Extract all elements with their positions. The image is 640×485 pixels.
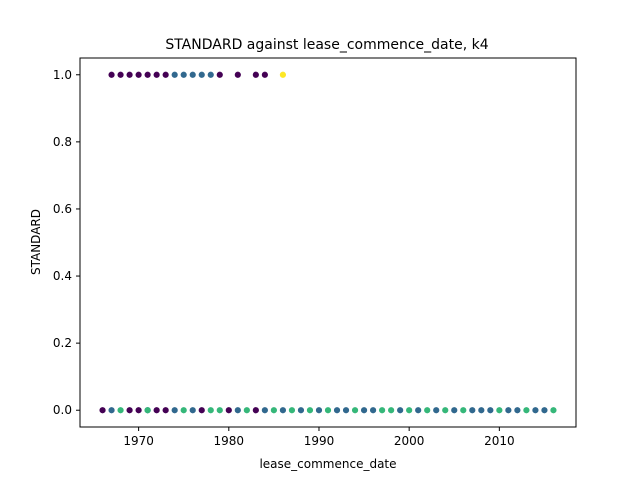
data-point — [189, 71, 196, 78]
points-layer — [99, 71, 557, 414]
y-axis: 0.0 0.2 0.4 0.6 0.8 1.0 — [53, 68, 80, 417]
data-point — [379, 407, 386, 414]
data-point — [117, 71, 124, 78]
data-point — [180, 407, 187, 414]
data-point — [216, 71, 223, 78]
x-tick-label: 1970 — [123, 434, 154, 448]
data-point — [234, 407, 241, 414]
data-point — [261, 407, 268, 414]
data-point — [198, 71, 205, 78]
data-point — [216, 407, 223, 414]
data-point — [469, 407, 476, 414]
data-point — [153, 407, 160, 414]
y-tick-label: 0.6 — [53, 202, 72, 216]
data-point — [126, 407, 133, 414]
data-point — [550, 407, 557, 414]
data-point — [117, 407, 124, 414]
y-tick-label: 1.0 — [53, 68, 72, 82]
data-point — [162, 407, 169, 414]
data-point — [297, 407, 305, 414]
data-point — [487, 407, 494, 414]
data-point — [478, 407, 485, 414]
data-point — [333, 407, 341, 414]
data-point — [144, 71, 151, 78]
x-axis-label: lease_commence_date — [259, 457, 396, 471]
data-point — [351, 407, 359, 414]
x-axis: 1970 1980 1990 2000 2010 — [123, 427, 515, 448]
data-point — [442, 407, 449, 414]
data-point — [397, 407, 404, 414]
data-point — [144, 407, 151, 414]
data-point — [415, 407, 422, 414]
data-point — [198, 407, 205, 414]
data-point — [189, 407, 196, 414]
chart-title: STANDARD against lease_commence_date, k4 — [165, 37, 488, 53]
data-point — [207, 407, 214, 414]
data-point — [360, 407, 368, 414]
data-point — [433, 407, 440, 414]
data-point — [225, 407, 232, 414]
data-point — [279, 71, 287, 78]
data-point — [99, 407, 106, 414]
data-point — [126, 71, 133, 78]
data-point — [162, 71, 169, 78]
data-point — [460, 407, 467, 414]
data-point — [261, 71, 268, 78]
data-point — [496, 407, 503, 414]
data-point — [369, 407, 377, 414]
data-point — [315, 407, 323, 414]
data-point — [406, 407, 413, 414]
data-point — [135, 407, 142, 414]
plot-frame — [79, 57, 577, 428]
data-point — [279, 407, 287, 414]
data-point — [270, 407, 277, 414]
data-point — [252, 407, 259, 414]
data-point — [135, 71, 142, 78]
y-axis-label: STANDARD — [29, 209, 43, 275]
y-tick-label: 0.0 — [53, 403, 72, 417]
data-point — [288, 407, 296, 414]
data-point — [388, 407, 395, 414]
data-point — [523, 407, 530, 414]
data-point — [342, 407, 350, 414]
data-point — [171, 71, 178, 78]
y-tick-label: 0.2 — [53, 336, 72, 350]
data-point — [541, 407, 548, 414]
data-point — [153, 71, 160, 78]
data-point — [108, 71, 115, 78]
data-point — [234, 71, 241, 78]
y-tick-label: 0.4 — [53, 269, 72, 283]
data-point — [171, 407, 178, 414]
data-point — [324, 407, 332, 414]
x-tick-label: 1980 — [214, 434, 245, 448]
data-point — [424, 407, 431, 414]
data-point — [180, 71, 187, 78]
data-point — [243, 407, 250, 414]
data-point — [207, 71, 214, 78]
data-point — [252, 71, 259, 78]
data-point — [514, 407, 521, 414]
data-point — [505, 407, 512, 414]
data-point — [532, 407, 539, 414]
y-tick-label: 0.8 — [53, 135, 72, 149]
x-tick-label: 1990 — [304, 434, 335, 448]
data-point — [306, 407, 314, 414]
x-tick-label: 2010 — [484, 434, 515, 448]
data-point — [451, 407, 458, 414]
data-point — [108, 407, 115, 414]
x-tick-label: 2000 — [394, 434, 425, 448]
